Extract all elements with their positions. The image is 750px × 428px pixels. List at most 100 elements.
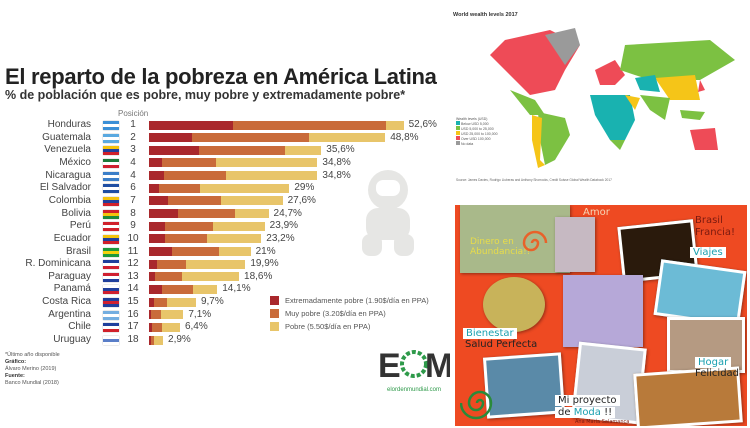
flag-icon [103, 298, 119, 308]
chart-row: Ecuador 10 23,2% [0, 233, 445, 245]
bar-very-poor [149, 133, 309, 143]
country-label: Colombia [48, 194, 91, 206]
bar-poor [149, 158, 318, 168]
spiral-icon [460, 390, 493, 420]
position-label: 13 [127, 270, 139, 282]
value-label: 24,7% [273, 207, 302, 219]
astronaut-icon [362, 170, 414, 256]
legend-item-poor: Pobre (5.50$/día en PPA) [270, 322, 370, 331]
flag-icon [103, 310, 119, 320]
bar-extreme [149, 158, 162, 168]
label-moda-1: Mi proyecto [555, 395, 620, 406]
chart-row: Colombia 7 27,6% [0, 195, 445, 207]
bar-poor [149, 310, 184, 320]
position-label: 4 [130, 156, 136, 168]
label-dinero: Dinero en Abundancia!! [470, 237, 531, 257]
label-moda-2: de Moda !! [555, 407, 616, 418]
map-shapes [490, 28, 735, 168]
bar-extreme [149, 209, 178, 219]
flag-icon [103, 247, 119, 257]
footnote: *Último año disponible [5, 352, 60, 358]
chart-row: Venezuela 3 35,6% [0, 144, 445, 156]
label-francia: Francia! [695, 227, 736, 238]
chart-row: México 4 34,8% [0, 157, 445, 169]
country-label: Paraguay [48, 270, 91, 282]
bar-very-poor [149, 310, 161, 320]
vision-board-collage: Amor Dinero en Abundancia!! Brasil Franc… [455, 205, 747, 426]
bar-poor [149, 322, 180, 332]
flag-icon [103, 121, 119, 130]
country-label: Chile [68, 321, 91, 333]
label-hogar: Hogar [695, 357, 732, 368]
country-label: R. Dominicana [25, 258, 91, 270]
country-label: Uruguay [53, 334, 91, 346]
svg-text:M: M [425, 347, 450, 381]
bar-extreme [149, 133, 192, 143]
flag-icon [103, 260, 119, 270]
bar-very-poor [149, 183, 200, 193]
legend-item-very-poor: Muy pobre (3.20$/día en PPA) [270, 309, 386, 318]
goddess-photo [563, 275, 643, 347]
chart-row: Chile 17 6,4% [0, 321, 445, 333]
flag-icon [103, 171, 119, 181]
bar-extreme [149, 145, 199, 155]
bar-extreme [149, 120, 234, 130]
label-brasil: Brasil [695, 215, 723, 226]
bar-poor [149, 259, 246, 269]
chart-credit: Álvaro Merino (2019) [5, 366, 57, 372]
country-label: Perú [69, 220, 91, 232]
position-label: 14 [127, 283, 139, 295]
position-header: Posición [118, 109, 149, 118]
country-label: Honduras [47, 119, 91, 130]
source-label: Fuente: [5, 373, 25, 379]
bar-very-poor [149, 272, 183, 282]
bar-extreme [149, 297, 154, 307]
value-label: 48,8% [390, 131, 419, 143]
bar-very-poor [149, 221, 213, 231]
bar-extreme [149, 322, 153, 332]
value-label: 27,6% [287, 194, 316, 206]
bar-very-poor [149, 234, 208, 244]
home-photo [667, 317, 745, 373]
bar-extreme [149, 171, 165, 181]
chart-title: El reparto de la pobreza en América Lati… [5, 64, 437, 89]
chart-row: R. Dominicana 12 19,9% [0, 258, 445, 270]
flag-icon [103, 196, 119, 206]
bar-extreme [149, 335, 152, 345]
value-label: 7,1% [188, 308, 212, 320]
map-legend: Wealth levels (USD) Below USD 5,000 USD … [456, 117, 498, 146]
position-label: 8 [130, 207, 136, 219]
legend-swatch [270, 322, 279, 331]
chart-row: Guatemala 2 48,8% [0, 132, 445, 144]
position-label: 16 [127, 308, 139, 320]
country-label: El Salvador [39, 182, 91, 194]
bar-very-poor [149, 322, 162, 332]
bar-poor [149, 272, 240, 282]
position-label: 7 [130, 194, 136, 206]
chart-row: Paraguay 13 18,6% [0, 271, 445, 283]
bar-very-poor [149, 259, 186, 269]
flag-icon [103, 234, 119, 244]
bar-extreme [149, 247, 173, 256]
world-wealth-map: World wealth levels 2017 Wealth levels (… [450, 0, 748, 200]
children-photo [483, 277, 545, 332]
position-label: 6 [130, 182, 136, 194]
position-label: 3 [130, 144, 136, 156]
chart-row: Bolivia 8 24,7% [0, 208, 445, 220]
legend-label: Pobre (5.50$/día en PPA) [285, 322, 371, 331]
value-label: 23,9% [269, 220, 299, 232]
chart-row: Panamá 14 14,1% [0, 283, 445, 295]
value-label: 18,6% [244, 270, 273, 282]
chart-row: Brasil 11 21% [0, 246, 445, 258]
chart-row: Honduras 1 52,6% [0, 119, 445, 131]
bar-extreme [149, 284, 162, 294]
chart-row: Uruguay 18 2,9% [0, 334, 445, 346]
position-label: 18 [127, 334, 139, 346]
label-viajes: Viajes [690, 247, 726, 258]
flag-icon [103, 336, 119, 346]
flag-icon [103, 146, 119, 156]
value-label: 6,4% [184, 321, 208, 333]
bar-poor [149, 297, 196, 307]
position-label: 11 [127, 245, 139, 257]
label-felicidad: Felicidad [695, 368, 740, 379]
